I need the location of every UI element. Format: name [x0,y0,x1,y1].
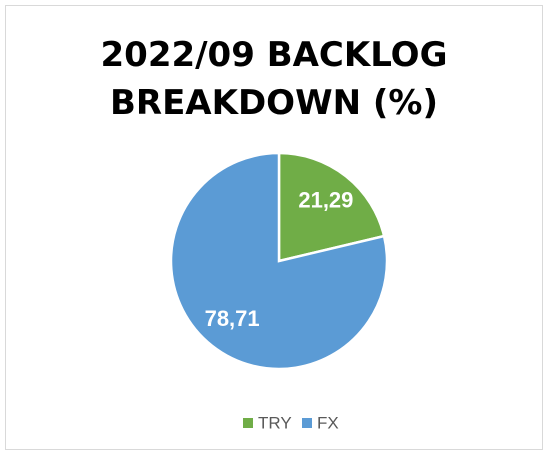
data-label: 21,29 [298,188,353,213]
data-label: 78,71 [205,306,260,331]
legend-swatch [243,418,253,428]
chart-title: 2022/09 BACKLOG BREAKDOWN (%) [100,35,448,123]
pie-slice [277,151,386,263]
legend-label: TRY [258,413,292,432]
pie-slice [169,151,389,371]
legend-swatch [302,418,312,428]
legend-label: FX [317,413,339,432]
